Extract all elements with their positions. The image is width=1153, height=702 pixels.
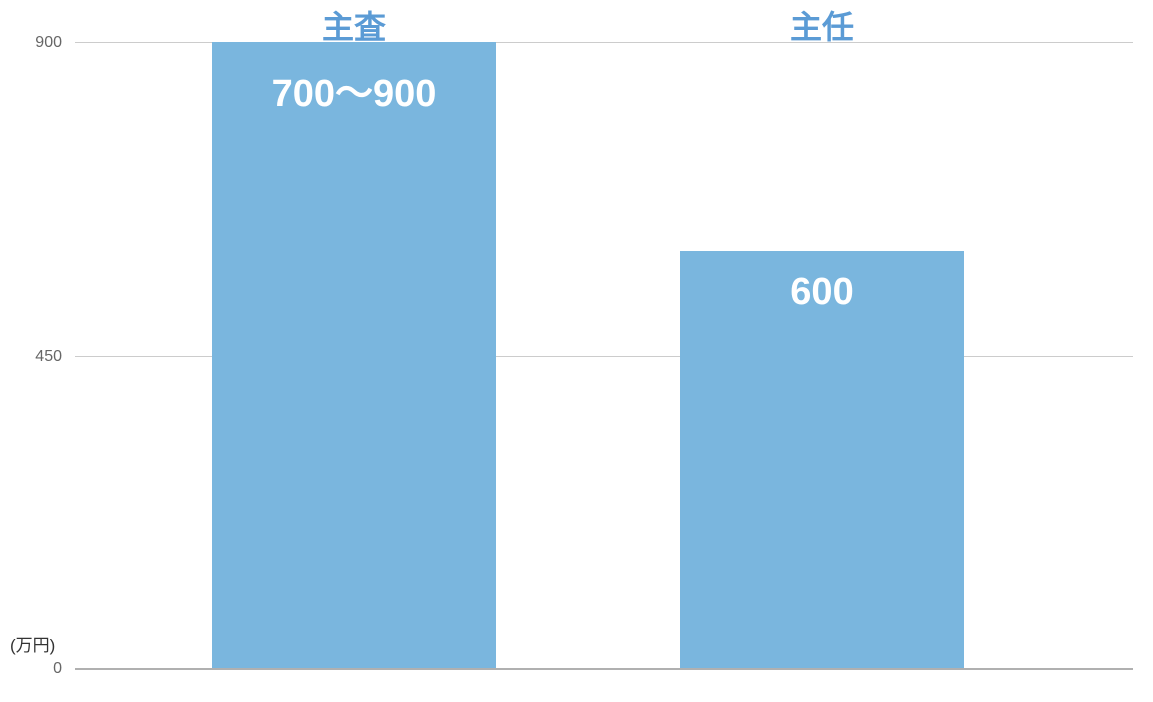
y-tick-0: 0 — [42, 660, 62, 678]
y-axis-unit-label: (万円) — [10, 631, 55, 656]
salary-bar-chart: 900 450 0 (万円) 主査 主任 700～900 600 — [0, 0, 1153, 702]
y-tick-450: 450 — [22, 348, 62, 366]
baseline — [75, 668, 1133, 670]
bar-0: 700～900 — [212, 42, 496, 670]
y-tick-900: 900 — [22, 34, 62, 52]
bar-value-label-1: 600 — [680, 271, 964, 314]
bar-1: 600 — [680, 251, 964, 670]
category-label-1: 主任 — [680, 2, 964, 48]
bar-value-label-0: 700～900 — [212, 62, 496, 117]
